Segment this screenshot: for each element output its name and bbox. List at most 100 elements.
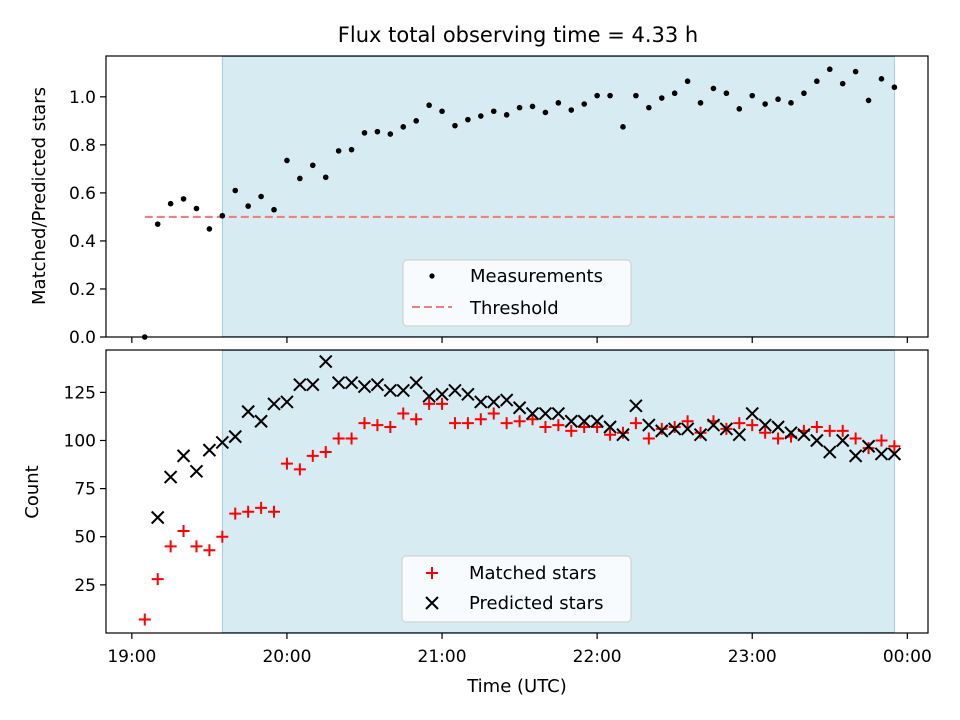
measurement-point (516, 104, 523, 111)
predicted-star-point (344, 376, 359, 390)
matched-star-point (293, 463, 306, 476)
x-tick-label: 00:00 (883, 647, 932, 667)
predicted-star-point (525, 406, 540, 421)
measurement-point (865, 97, 872, 104)
predicted-star-point (383, 383, 398, 398)
legend-measurements-label: Measurements (470, 266, 603, 287)
matched-star-point (668, 421, 681, 434)
matched-star-point (772, 432, 785, 445)
measurement-point (258, 193, 264, 200)
matched-star-point (526, 413, 539, 426)
measurement-points (141, 66, 898, 340)
predicted-star-point (693, 427, 708, 442)
predicted-star-point (861, 439, 876, 453)
matched-star-point (888, 440, 901, 453)
predicted-star-point (422, 389, 436, 403)
measurement-point (167, 200, 174, 207)
measurement-point (309, 162, 316, 169)
matched-star-point (177, 524, 190, 537)
measurement-point (697, 100, 704, 106)
top-y-axis: 0.0 0.2 0.4 0.6 0.8 1.0 (69, 88, 106, 348)
measurement-point (322, 174, 329, 181)
x-tick-label: 23:00 (728, 647, 777, 667)
bottom-x-axis: 19:00 20:00 21:00 22:00 23:00 00:00 (107, 633, 932, 667)
predicted-star-point (357, 379, 372, 394)
legend-matched-marker (426, 567, 438, 579)
predicted-star-point (719, 422, 734, 436)
predicted-star-point (254, 414, 268, 428)
measurement-point (335, 148, 342, 154)
measurement-point (529, 103, 536, 110)
measurement-point (465, 116, 471, 123)
measurement-point (439, 108, 445, 115)
matched-star-point (642, 432, 655, 445)
matched-star-point (565, 424, 578, 437)
predicted-star-point (784, 426, 798, 440)
top-y-tick-label: 0.6 (69, 184, 96, 204)
bottom-y-axis-label: Count (22, 465, 43, 518)
measurement-point (232, 187, 239, 194)
legend-matched-label: Matched stars (469, 563, 596, 584)
top-x-ticks (131, 337, 908, 343)
measurement-point (555, 100, 562, 106)
predicted-star-point (797, 427, 811, 442)
predicted-star-point (667, 422, 682, 436)
measurement-point (245, 203, 251, 209)
measurement-point (814, 78, 820, 85)
predicted-star-point (202, 443, 217, 457)
predicted-star-point (629, 399, 643, 413)
predicted-star-point (823, 445, 837, 459)
x-tick-label: 19:00 (107, 647, 156, 667)
predicted-star-point (293, 377, 307, 392)
bottom-panel: Matched stars Predicted stars 25 50 75 100 1… (22, 349, 932, 697)
measurement-point (271, 206, 277, 213)
measurement-point (426, 102, 432, 109)
matched-star-point (280, 457, 293, 470)
matched-star-point (591, 421, 604, 434)
matched-star-point (810, 421, 823, 434)
matched-star-point (410, 413, 423, 426)
predicted-star-point (680, 422, 695, 436)
measurement-point (542, 109, 549, 116)
measurement-point (413, 118, 419, 124)
measurement-point (749, 92, 756, 99)
measurement-point (206, 226, 213, 232)
predicted-star-point (745, 406, 759, 421)
matched-star-point (164, 540, 177, 553)
measurement-point (478, 113, 484, 119)
measurement-point (387, 131, 394, 137)
measurement-point (671, 90, 678, 97)
matched-star-point (242, 505, 255, 518)
predicted-star-point (848, 449, 863, 463)
x-tick-label: 21:00 (418, 647, 467, 667)
matched-star-point (474, 413, 487, 426)
top-y-tick-label: 0.8 (69, 136, 96, 156)
measurement-point (826, 66, 833, 73)
predicted-star-point (474, 395, 488, 409)
x-tick-label: 20:00 (262, 647, 311, 667)
bottom-y-tick-label: 100 (64, 431, 96, 451)
predicted-star-point (835, 433, 850, 448)
predicted-star-point (499, 393, 514, 407)
matched-star-point (423, 397, 436, 410)
predicted-star-point (603, 420, 617, 434)
predicted-star-point (616, 427, 630, 442)
matched-star-point (332, 432, 345, 445)
matched-star-point (448, 417, 461, 430)
top-panel: Measurements Threshold 0.0 0.2 0.4 0.6 0.8 1.… (29, 55, 929, 348)
measurement-point (658, 95, 665, 101)
predicted-star-point (306, 377, 320, 392)
matched-star-point (436, 397, 449, 410)
legend-measurement-marker (429, 273, 435, 279)
measurement-point (219, 212, 226, 219)
predicted-star-point (396, 383, 410, 398)
matched-star-point (823, 424, 836, 437)
bottom-y-axis: 25 50 75 100 125 (64, 383, 106, 596)
chart-title: Flux total observing time = 4.33 h (338, 23, 698, 47)
bottom-y-tick-label: 75 (74, 480, 96, 500)
matched-star-point (862, 442, 875, 455)
measurement-point (801, 90, 807, 97)
predicted-star-point (810, 433, 824, 448)
predicted-star-point (642, 418, 656, 432)
